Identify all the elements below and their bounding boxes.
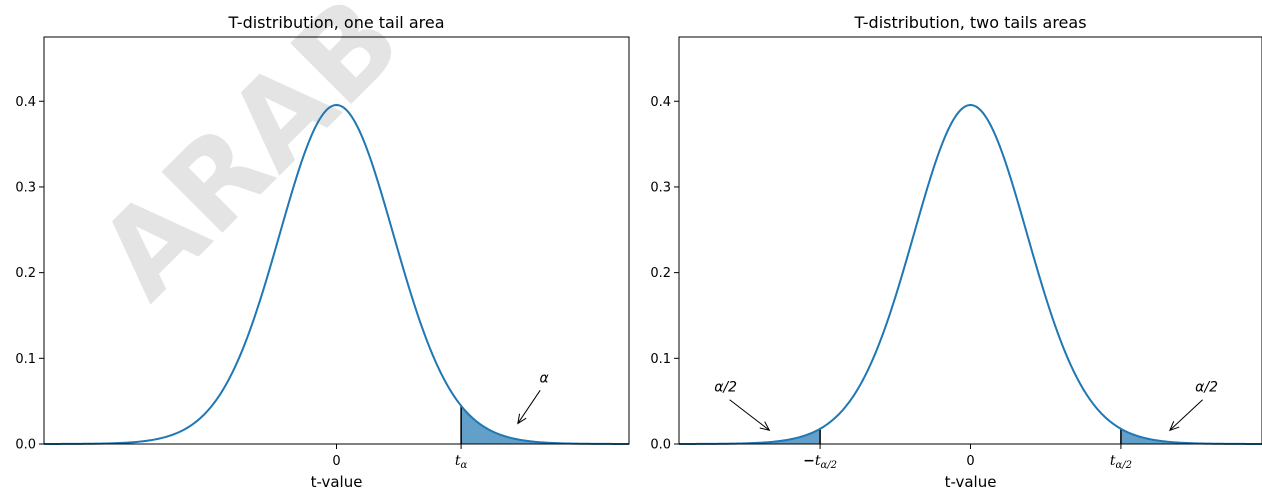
x-tick-label: 0 [966,454,974,469]
y-tick-label: 0.4 [650,95,671,110]
annotation-label: α/2 [1195,380,1218,396]
annotation-arrow-line [517,390,541,424]
y-tick-label: 0.1 [650,352,671,367]
chart-title: T-distribution, two tails areas [853,13,1086,32]
density-curve [44,104,629,445]
y-tick-label: 0.1 [15,352,36,367]
density-curve [679,104,1262,445]
x-axis-label: t-value [311,473,363,488]
shaded-tail-area [1120,428,1262,444]
x-tick-label-critical: −tα/2 [803,453,837,471]
plots: 0.0 0.1 0.2 0.3 0.4 0 tα T-distribution, one ta… [15,13,1262,488]
panel-2: 0.0 0.1 0.2 0.3 0.4 −tα/2 0 tα/2 T-distribution,… [650,13,1262,488]
x-tick-label: 0 [332,454,340,469]
annotation-label: α/2 [714,380,737,396]
annotation-arrowhead [759,421,771,432]
y-tick-label: 0.0 [650,438,671,453]
annotation-arrow-line [729,399,770,431]
x-tick-label-critical: tα [455,453,468,471]
shaded-tail-area [461,405,629,444]
watermark: ARAB [72,0,427,325]
annotation-arrow-line [1169,399,1203,431]
y-tick-label: 0.0 [15,438,36,453]
annotation-label: α [540,370,550,386]
y-tick-label: 0.3 [15,180,36,195]
y-tick-label: 0.4 [15,95,36,110]
annotation-arrowhead [1168,421,1180,432]
y-tick-label: 0.3 [650,180,671,195]
plot-frame [678,36,1262,445]
shaded-tail-area [679,428,821,444]
x-tick-label-critical: tα/2 [1110,453,1132,471]
y-tick-label: 0.2 [650,266,671,281]
chart-title: T-distribution, one tail area [227,13,444,32]
panel-1: 0.0 0.1 0.2 0.3 0.4 0 tα T-distribution, one ta… [15,13,630,488]
x-axis-label: t-value [945,473,997,488]
watermark-text: ARAB [72,0,427,325]
annotation-arrowhead [517,413,527,425]
y-tick-label: 0.2 [15,266,36,281]
